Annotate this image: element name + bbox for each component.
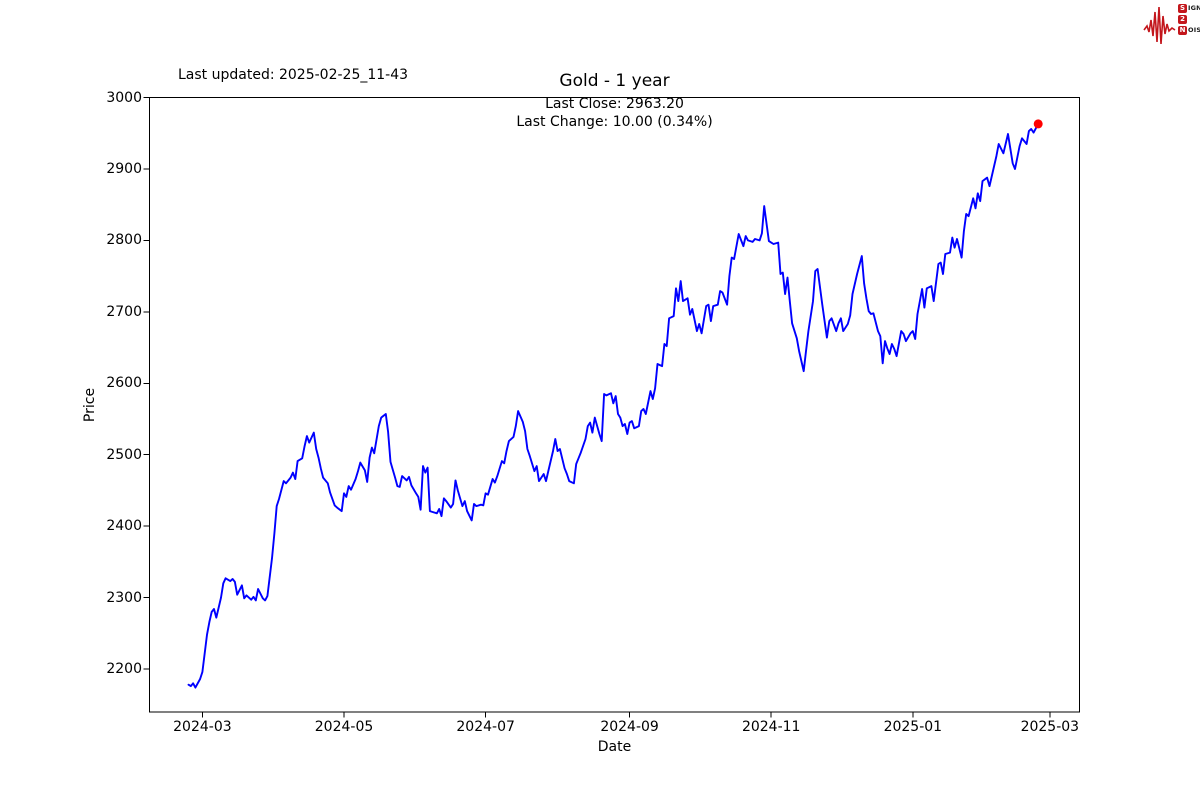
x-tick-label: 2024-09 (600, 719, 659, 735)
x-tick-label: 2024-03 (173, 719, 232, 735)
y-tick-label: 2700 (106, 303, 142, 320)
y-tick-label: 3000 (106, 89, 142, 106)
logo-badge-s: S (1178, 4, 1187, 13)
x-tick-label: 2025-03 (1020, 719, 1080, 735)
y-tick-label: 2200 (106, 661, 142, 677)
x-tick-label: 2024-11 (741, 719, 801, 735)
chart-title: Gold - 1 year (559, 71, 670, 91)
logo-badge-n: N (1178, 26, 1187, 35)
x-tick-label: 2024-05 (314, 719, 374, 735)
x-tick-label: 2024-07 (456, 719, 515, 735)
last-updated-text: Last updated: 2025-02-25_11-43 (178, 67, 409, 83)
last-change-text: Last Change: 10.00 (0.34%) (516, 114, 713, 130)
y-tick-label: 2800 (106, 232, 142, 249)
logo-label-oise: OISE (1188, 26, 1200, 34)
y-tick-label: 2900 (106, 161, 142, 177)
plot-area-border (149, 97, 1080, 713)
y-tick-label: 2600 (106, 375, 142, 392)
logo-label-ignal: IGNAL (1188, 4, 1200, 12)
price-line (187, 122, 1040, 689)
last-close-text: Last Close: 2963.20 (545, 96, 684, 112)
last-price-marker (1033, 119, 1043, 129)
logo-waveform-icon (1143, 6, 1176, 45)
x-tick-label: 2025-01 (883, 719, 943, 735)
logo-badge-2: 2 (1178, 15, 1187, 24)
y-tick-label: 2500 (106, 446, 142, 463)
y-tick-label: 2400 (106, 518, 142, 535)
tick-marks (143, 97, 1051, 718)
x-axis-label: Date (597, 739, 632, 755)
y-tick-label: 2300 (106, 589, 142, 606)
